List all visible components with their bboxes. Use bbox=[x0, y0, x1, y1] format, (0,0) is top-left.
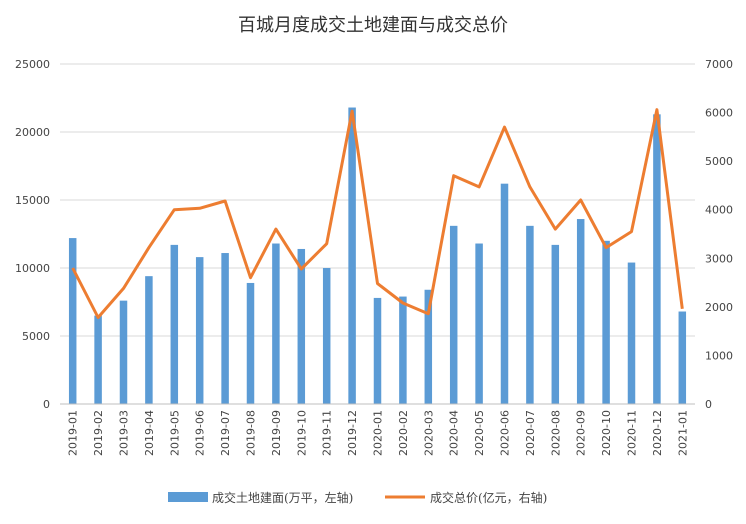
bar bbox=[195, 257, 204, 404]
x-tick-label: 2020-09 bbox=[575, 410, 588, 456]
legend-label-bar: 成交土地建面(万平，左轴) bbox=[212, 490, 353, 505]
bar bbox=[678, 311, 687, 404]
right-tick-label: 1000 bbox=[705, 349, 733, 362]
bar bbox=[322, 268, 331, 404]
bar bbox=[297, 248, 306, 404]
bar bbox=[526, 225, 534, 404]
bar bbox=[551, 244, 560, 404]
x-tick-label: 2020-10 bbox=[600, 410, 613, 456]
line-path bbox=[71, 108, 684, 319]
right-tick-label: 4000 bbox=[705, 204, 733, 217]
x-tick-label: 2019-06 bbox=[194, 410, 207, 456]
bar bbox=[170, 244, 179, 404]
legend-swatch-bar bbox=[168, 492, 208, 502]
x-tick-label: 2019-10 bbox=[295, 410, 308, 456]
x-tick-label: 2019-08 bbox=[245, 410, 258, 456]
x-tick-label: 2019-12 bbox=[346, 410, 359, 456]
bar bbox=[653, 114, 661, 404]
right-tick-label: 3000 bbox=[705, 252, 733, 265]
bar bbox=[449, 225, 458, 404]
x-tick-label: 2020-03 bbox=[422, 410, 435, 456]
x-tick-label: 2020-05 bbox=[473, 410, 486, 456]
bar bbox=[145, 276, 153, 404]
bar bbox=[119, 300, 128, 404]
bar bbox=[576, 219, 585, 404]
bar bbox=[221, 253, 229, 404]
x-tick-label: 2019-03 bbox=[118, 410, 131, 456]
x-tick-label: 2020-07 bbox=[524, 410, 537, 456]
right-tick-label: 6000 bbox=[705, 107, 733, 120]
line-series bbox=[71, 108, 684, 319]
bar bbox=[348, 107, 356, 405]
x-tick-label: 2020-01 bbox=[372, 410, 385, 456]
left-tick-label: 25000 bbox=[15, 58, 50, 71]
x-tick-label: 2019-09 bbox=[270, 410, 283, 456]
bar bbox=[246, 282, 255, 404]
x-tick-label: 2020-06 bbox=[499, 410, 512, 456]
right-axis: 0 1000 2000 3000 4000 5000 6000 7000 bbox=[705, 58, 733, 411]
x-tick-label: 2020-02 bbox=[397, 410, 410, 456]
bar bbox=[475, 243, 483, 404]
x-tick-label: 2020-11 bbox=[626, 410, 639, 456]
x-tick-label: 2019-04 bbox=[143, 410, 156, 456]
x-tick-label: 2019-07 bbox=[219, 410, 232, 456]
x-tick-label: 2019-05 bbox=[168, 410, 181, 456]
gridlines bbox=[60, 63, 695, 337]
bar bbox=[94, 315, 102, 404]
bar bbox=[602, 240, 610, 404]
x-tick-label: 2019-01 bbox=[67, 410, 80, 456]
legend-label-line: 成交总价(亿元，右轴) bbox=[430, 490, 547, 505]
x-tick-label: 2020-12 bbox=[651, 410, 664, 456]
x-tick-label: 2020-04 bbox=[448, 410, 461, 456]
x-tick-label: 2019-11 bbox=[321, 410, 334, 456]
left-tick-label: 10000 bbox=[15, 262, 50, 275]
right-tick-label: 0 bbox=[705, 398, 712, 411]
left-tick-label: 5000 bbox=[22, 330, 50, 343]
right-tick-label: 5000 bbox=[705, 155, 733, 168]
right-tick-label: 2000 bbox=[705, 301, 733, 314]
left-tick-label: 20000 bbox=[15, 126, 50, 139]
bar bbox=[627, 262, 636, 404]
left-tick-label: 15000 bbox=[15, 194, 50, 207]
x-tick-label: 2021-01 bbox=[676, 410, 689, 456]
bar-series bbox=[68, 107, 687, 405]
bar bbox=[373, 297, 382, 404]
x-tick-label: 2020-08 bbox=[549, 410, 562, 456]
chart-title: 百城月度成交土地建面与成交总价 bbox=[238, 15, 508, 36]
left-tick-label: 0 bbox=[43, 398, 50, 411]
left-axis: 0 5000 10000 15000 20000 25000 bbox=[15, 58, 50, 411]
x-axis: 2019-01 2019-02 2019-03 2019-04 2019-05 2019-… bbox=[60, 403, 695, 456]
bar bbox=[68, 238, 77, 404]
bar bbox=[424, 289, 433, 404]
legend: 成交土地建面(万平，左轴) 成交总价(亿元，右轴) bbox=[168, 490, 547, 505]
right-tick-label: 7000 bbox=[705, 58, 733, 71]
bar bbox=[272, 243, 280, 404]
bar bbox=[399, 296, 407, 404]
bar bbox=[500, 183, 509, 404]
x-tick-label: 2019-02 bbox=[92, 410, 105, 456]
